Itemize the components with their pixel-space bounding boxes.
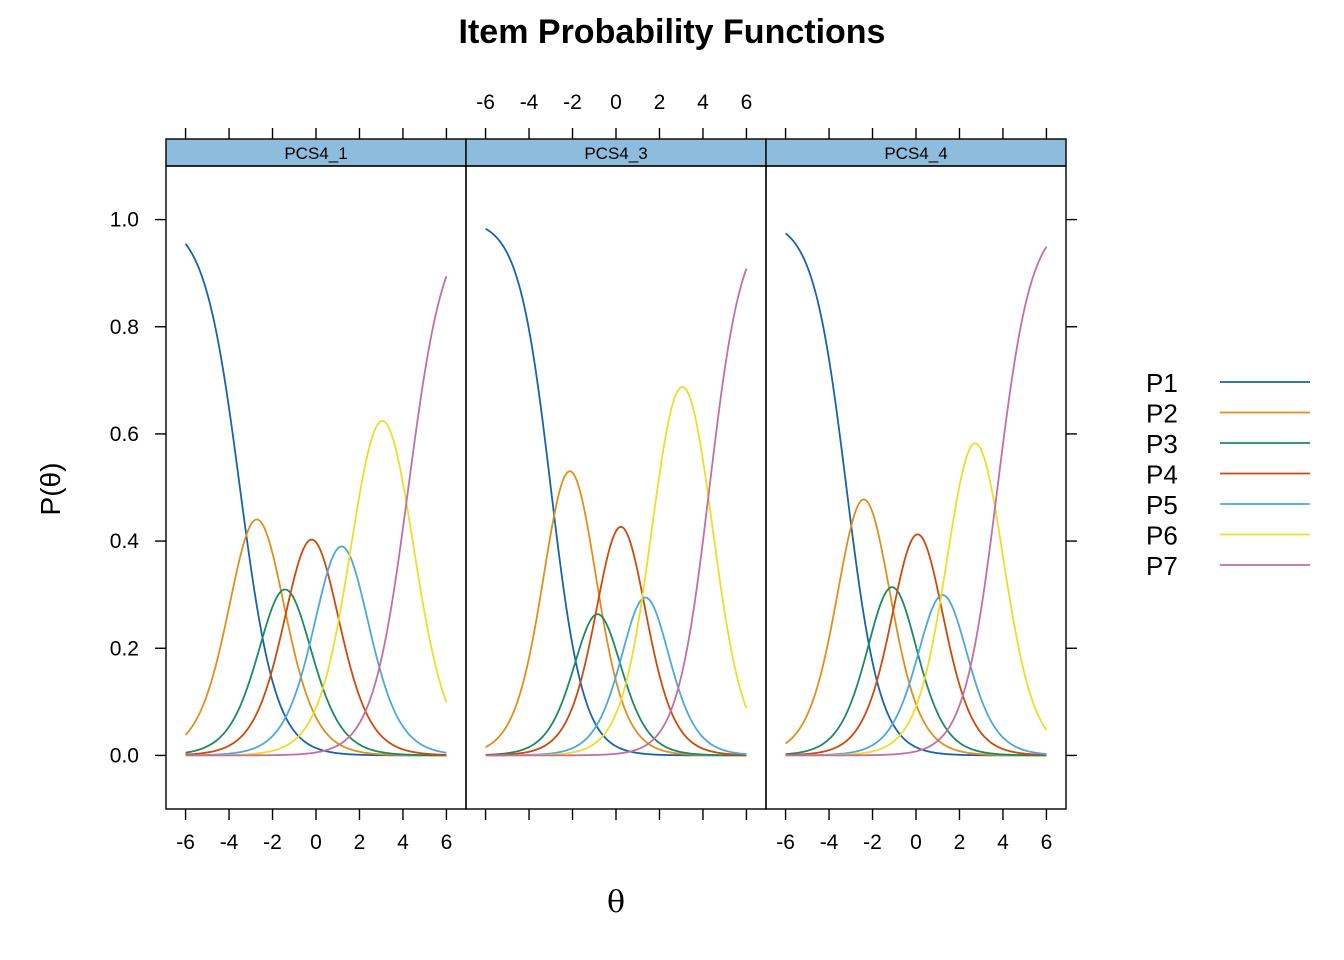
series-line-P6 (785, 442, 1048, 757)
series-line-P2 (184, 518, 447, 757)
x-axis-label: θ (607, 885, 625, 920)
panel-strip-label: PCS4_1 (284, 144, 347, 163)
series-line-P7 (185, 275, 448, 757)
x-tick-label: -2 (263, 831, 282, 854)
y-tick-label: 0.6 (110, 423, 139, 446)
series-line-P1 (784, 232, 1047, 757)
x-tick-label: 2 (954, 831, 966, 854)
x-tick-label: -4 (820, 831, 839, 854)
y-tick-label: 0.2 (110, 637, 139, 660)
x-tick-label: 0 (910, 831, 922, 854)
x-tick-label-top: 6 (741, 91, 753, 114)
series-line-P3 (185, 588, 447, 757)
y-tick-label: 1.0 (110, 209, 139, 232)
x-tick-label: 4 (397, 831, 409, 854)
legend-label-P7: P7 (1146, 551, 1178, 581)
series-line-P4 (785, 533, 1047, 756)
x-tick-label: -4 (220, 831, 239, 854)
panel-strip (165, 138, 467, 167)
series-line-P2 (785, 498, 1047, 757)
series-line-P5 (785, 594, 1047, 757)
legend-label-P5: P5 (1146, 490, 1178, 520)
panel-PCS4_1: PCS4_1 (165, 138, 467, 810)
panels: PCS4_1 PCS4_3 PCS4_4 (165, 138, 1067, 810)
x-tick-label-top: 0 (610, 91, 622, 114)
panel-frame (765, 165, 1067, 810)
series-line-P7 (485, 268, 748, 757)
x-tick-label: -6 (176, 831, 195, 854)
x-tick-label: 4 (997, 831, 1009, 854)
x-tick-label-top: 4 (697, 91, 709, 114)
series-line-P4 (185, 538, 447, 756)
x-tick-label: 6 (441, 831, 453, 854)
legend-label-P3: P3 (1146, 429, 1178, 459)
x-tick-label: -6 (776, 831, 795, 854)
chart-title: Item Probability Functions (459, 13, 886, 51)
series-line-P5 (185, 545, 447, 757)
y-tick-label: 0.4 (110, 530, 140, 553)
panel-PCS4_3: PCS4_3 (465, 138, 767, 810)
legend-label-P4: P4 (1146, 460, 1178, 490)
series-line-P7 (785, 246, 1048, 757)
axes: -6 -4 -2 0 2 4 6 -6 -4 -2 0 2 4 6 -6 -4 -2 0 2 4 6 0.0 0.2 0.4 0… (110, 91, 1077, 854)
panel-frame (165, 165, 467, 810)
series-line-P4 (485, 526, 747, 757)
x-tick-label: 2 (354, 831, 366, 854)
x-tick-label-top: -6 (476, 91, 495, 114)
legend-label-P6: P6 (1146, 521, 1178, 551)
y-tick-label: 0.0 (110, 744, 139, 767)
y-tick-label: 0.8 (110, 316, 139, 339)
series-line-P3 (785, 586, 1047, 757)
x-tick-label-top: -4 (520, 91, 539, 114)
series-line-P6 (485, 385, 748, 757)
y-axis-label: P(θ) (35, 463, 66, 516)
panel-PCS4_4: PCS4_4 (765, 138, 1067, 810)
series-line-P3 (485, 613, 747, 757)
panel-strip-label: PCS4_3 (584, 144, 647, 163)
x-tick-label-top: -2 (563, 91, 582, 114)
legend-label-P1: P1 (1146, 368, 1178, 398)
x-tick-label-top: 2 (654, 91, 666, 114)
series-line-P6 (185, 419, 448, 757)
x-tick-label: 6 (1041, 831, 1053, 854)
x-tick-label: -2 (863, 831, 882, 854)
panel-strip-label: PCS4_4 (884, 144, 947, 163)
legend-label-P2: P2 (1146, 399, 1178, 429)
x-tick-label: 0 (310, 831, 322, 854)
